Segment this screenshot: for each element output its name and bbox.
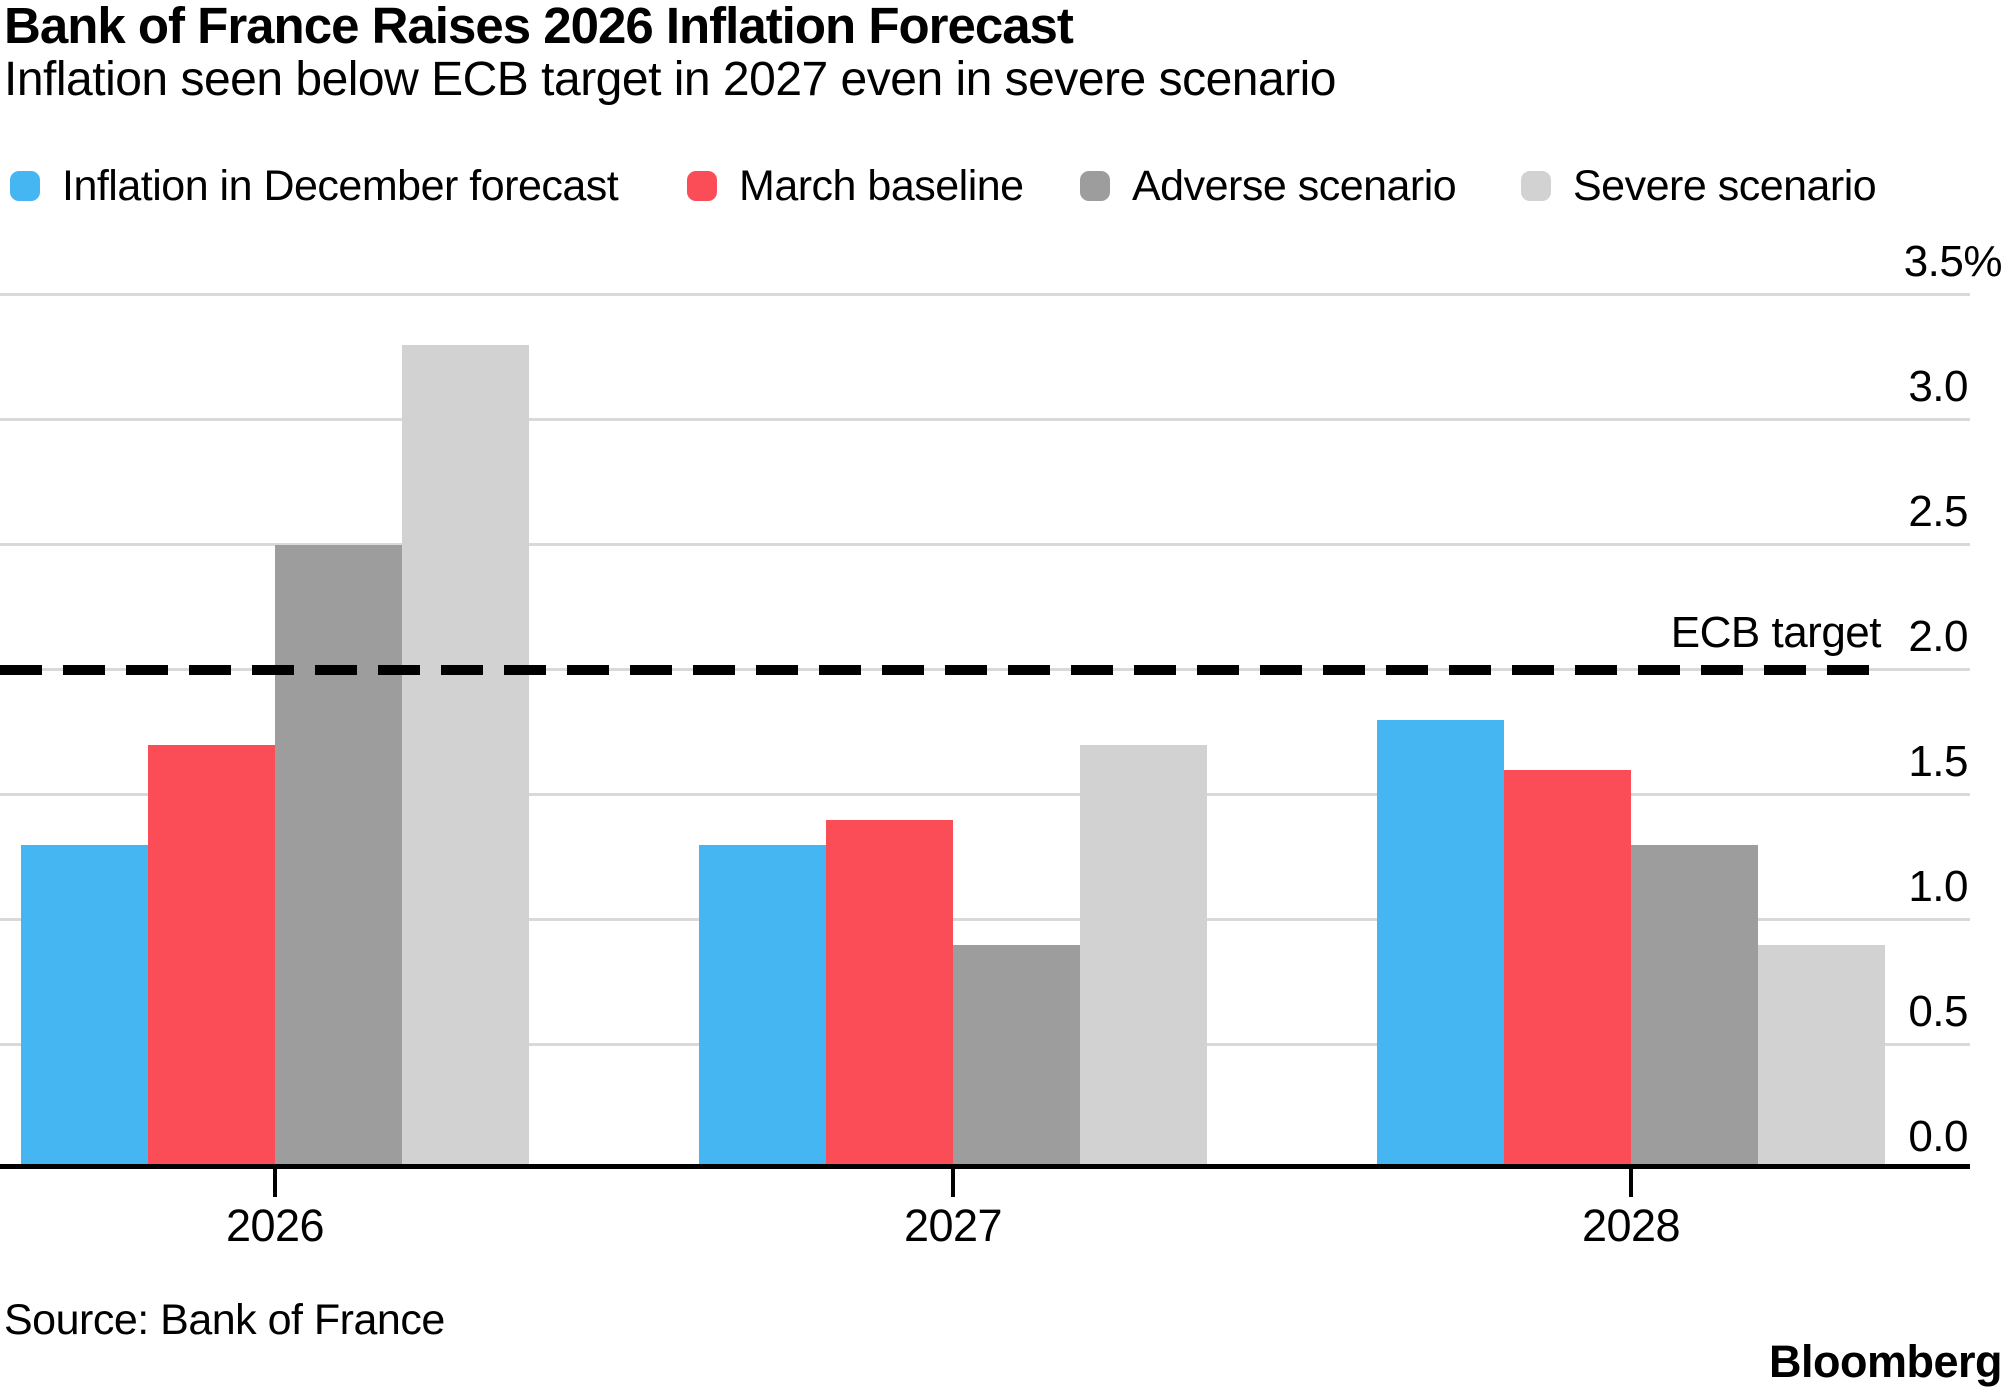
gridline <box>0 293 1970 296</box>
gridline <box>0 418 1970 421</box>
y-axis-label: 2.0 <box>1908 612 1968 661</box>
chart-subtitle: Inflation seen below ECB target in 2027 … <box>4 53 1337 106</box>
gridline <box>0 543 1970 546</box>
legend-item: March baseline <box>687 162 1024 210</box>
y-axis-label: 1.0 <box>1908 862 1968 911</box>
x-axis-label: 2027 <box>903 1200 1003 1251</box>
bar-2026-series-3 <box>402 345 529 1168</box>
y-axis-label: 0.0 <box>1908 1112 1968 1161</box>
source-note: Source: Bank of France <box>4 1296 445 1344</box>
y-axis-label: 0.5 <box>1908 987 1968 1036</box>
bar-2026-series-1 <box>148 745 275 1168</box>
x-axis-tick <box>1629 1169 1633 1197</box>
chart-title: Bank of France Raises 2026 Inflation For… <box>4 0 1074 54</box>
bar-2027-series-2 <box>953 945 1080 1168</box>
bar-2026-series-2 <box>275 545 402 1168</box>
legend-label: Adverse scenario <box>1132 161 1457 210</box>
legend-label: Severe scenario <box>1573 161 1877 210</box>
x-axis-label: 2028 <box>1581 1200 1681 1251</box>
bar-2028-series-0 <box>1377 720 1504 1168</box>
bar-2028-series-1 <box>1504 770 1631 1168</box>
ecb-target-line <box>0 665 1886 675</box>
legend-label: Inflation in December forecast <box>62 161 619 210</box>
legend-swatch <box>1521 171 1551 201</box>
legend-swatch <box>10 171 40 201</box>
ecb-target-label: ECB target <box>1670 608 1882 657</box>
legend-item: Severe scenario <box>1521 162 1877 210</box>
legend-item: Adverse scenario <box>1080 162 1457 210</box>
y-axis-label: 3.0 <box>1908 362 1968 411</box>
bar-2028-series-3 <box>1758 945 1885 1168</box>
x-axis-tick <box>951 1169 955 1197</box>
bloomberg-logo: Bloomberg <box>1768 1336 2003 1387</box>
legend-item: Inflation in December forecast <box>10 162 619 210</box>
bar-2027-series-1 <box>826 820 953 1168</box>
y-axis-label: 1.5 <box>1908 737 1968 786</box>
y-axis-label: 2.5 <box>1908 487 1968 536</box>
x-axis-line <box>0 1164 1970 1169</box>
legend-swatch <box>1080 171 1110 201</box>
legend-swatch <box>687 171 717 201</box>
bar-2027-series-0 <box>699 845 826 1168</box>
bar-2028-series-2 <box>1631 845 1758 1168</box>
bar-2027-series-3 <box>1080 745 1207 1168</box>
y-axis-label: 3.5% <box>1903 237 2003 286</box>
gridline <box>0 793 1970 796</box>
bar-2026-series-0 <box>21 845 148 1168</box>
x-axis-tick <box>273 1169 277 1197</box>
legend-label: March baseline <box>739 161 1024 210</box>
x-axis-label: 2026 <box>225 1200 325 1251</box>
gridline <box>0 918 1970 921</box>
